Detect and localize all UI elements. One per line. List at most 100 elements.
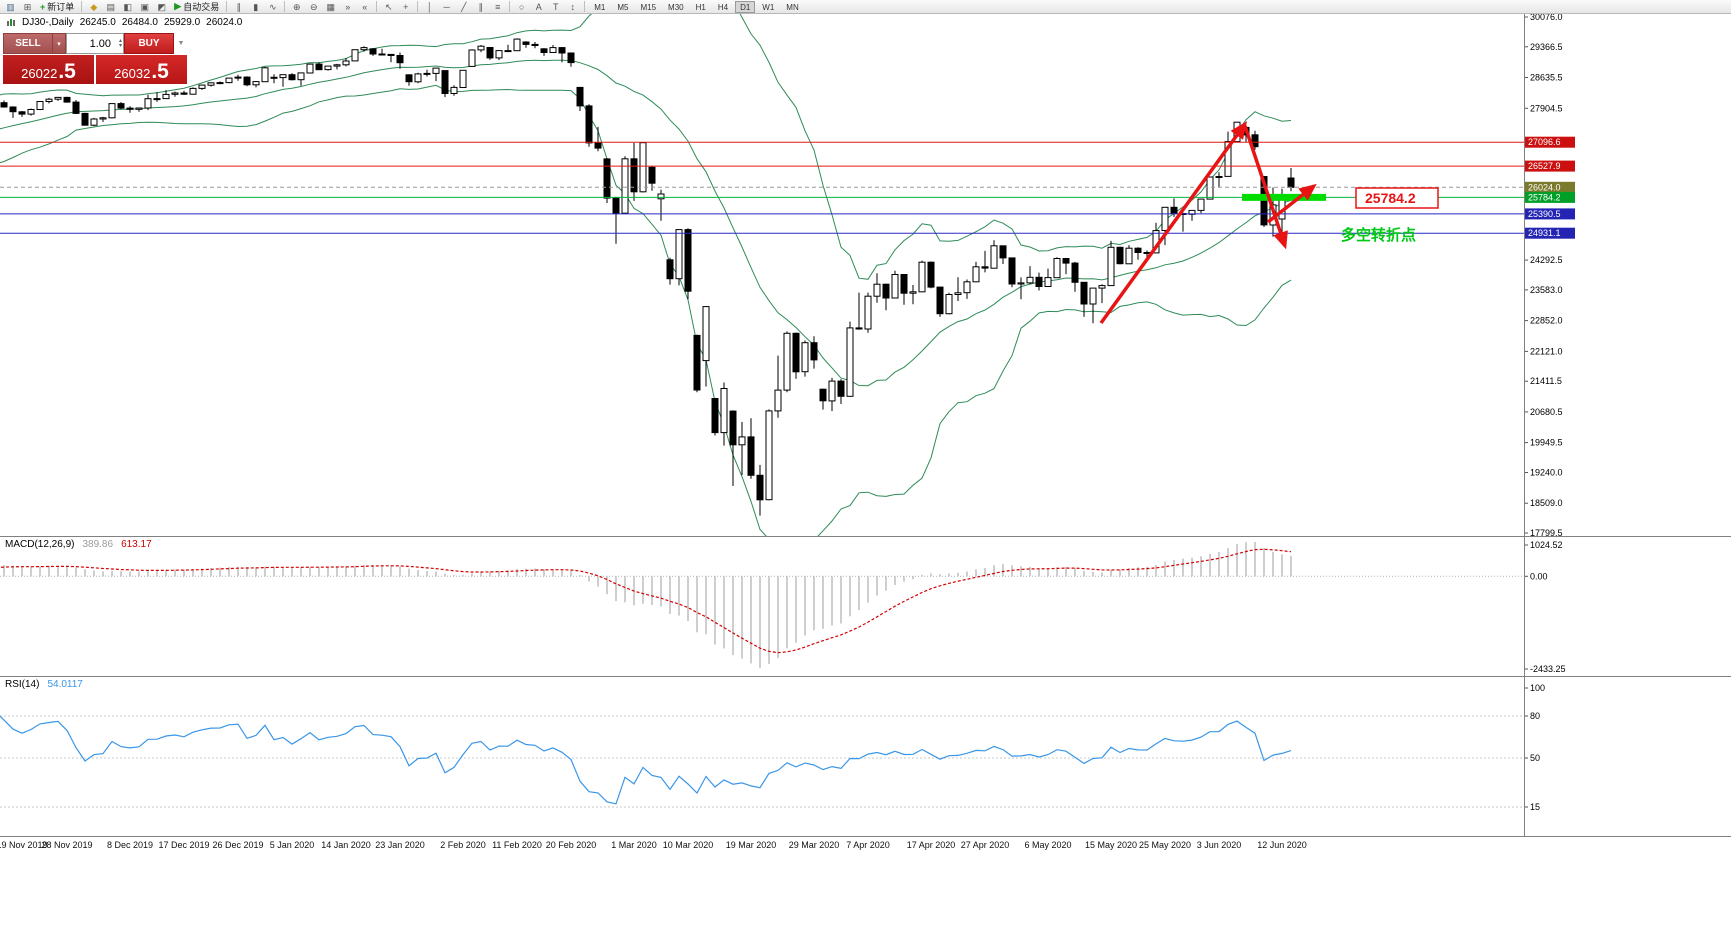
candle	[1035, 276, 1043, 287]
arrows-tool-icon[interactable]: ↕	[570, 1, 575, 12]
y-axis-tick: 28635.5	[1530, 73, 1563, 83]
bollinger-upper-band	[0, 14, 1292, 280]
line-chart-icon[interactable]: ∿	[268, 1, 277, 12]
navigator-icon[interactable]: ◧	[123, 1, 133, 12]
buy-price-display[interactable]: 26032.5	[96, 55, 187, 84]
time-axis[interactable]: 19 Nov 2019 28 Nov 2019 8 Dec 2019 17 Dec 2…	[0, 836, 1731, 854]
timeframe-m30-button[interactable]: M30	[668, 2, 684, 12]
date-label: 10 Mar 2020	[662, 840, 714, 850]
trend-arrow-3[interactable]	[1266, 183, 1317, 224]
sell-price-display[interactable]: 26022.5	[3, 55, 94, 84]
timeframe-mn-button[interactable]: MN	[786, 2, 799, 12]
turning-point-label[interactable]: 多空转折点	[1341, 226, 1416, 244]
timeframe-h4-button[interactable]: H4	[717, 2, 729, 12]
ohlc-high: 26484.0	[121, 17, 158, 28]
timeframe-w1-button[interactable]: W1	[762, 2, 775, 12]
chart-shift-icon[interactable]: «	[362, 1, 368, 12]
timeframe-d1-button[interactable]: D1	[735, 0, 756, 13]
candle	[396, 55, 404, 64]
candle	[90, 118, 98, 126]
candle	[486, 47, 494, 59]
date-label: 11 Feb 2020	[492, 840, 542, 850]
candle	[1143, 252, 1151, 254]
candle	[549, 47, 557, 53]
timeframe-h1-button[interactable]: H1	[695, 2, 706, 12]
order-settings-dropdown[interactable]: ▾	[53, 33, 66, 54]
trend-arrow-2[interactable]	[1243, 125, 1288, 250]
terminal-icon[interactable]: ▣	[140, 1, 150, 12]
text-icon[interactable]: A	[535, 1, 542, 12]
candle	[369, 48, 377, 55]
crosshair-icon[interactable]: +	[403, 1, 409, 12]
data-window-icon[interactable]: ▤	[106, 1, 116, 12]
toolbar-separator	[226, 1, 228, 12]
macd-histogram	[3, 542, 1292, 668]
autotrading-button[interactable]: ▶ 自动交易	[170, 1, 223, 13]
timeframe-m15-button[interactable]: M15	[640, 2, 657, 12]
candle	[540, 48, 548, 53]
macd-panel-canvas[interactable]: 1024.52 0.00 -2433.25	[0, 536, 1731, 676]
y-axis-tick: 22121.0	[1530, 346, 1563, 356]
candle	[936, 286, 944, 315]
candle	[45, 98, 53, 102]
date-label: 14 Jan 2020	[321, 840, 371, 850]
candle	[36, 101, 44, 110]
price-tag-27096.6: 27096.6	[1525, 136, 1575, 148]
candle	[621, 158, 629, 214]
price-callout-label[interactable]: 25784.2	[1355, 187, 1439, 209]
horizontal-line-icon[interactable]: ─	[443, 1, 450, 12]
trendline-icon[interactable]: ╱	[461, 1, 467, 12]
collapse-panel-button[interactable]: ▼	[177, 40, 185, 47]
main-chart-canvas[interactable]: 25784.227096.626527.926024.025784.225390…	[0, 14, 1731, 536]
candle	[504, 50, 512, 53]
volume-up-button[interactable]: ▴	[118, 37, 122, 44]
one-click-trading-panel[interactable]: SELL ▾ 1.00 ▴ ▾ BUY ▼ 26022.5 26032.5	[3, 33, 203, 84]
new-order-button[interactable]: + 新订单	[36, 1, 78, 13]
vertical-line-icon[interactable]: │	[426, 1, 433, 12]
candle	[270, 76, 278, 79]
price-plot[interactable]: 25784.2	[0, 14, 1524, 536]
candle	[261, 67, 269, 83]
bar-chart-icon[interactable]: ∥	[236, 1, 241, 12]
candle	[414, 73, 422, 83]
candle	[972, 266, 980, 283]
candle	[1161, 206, 1169, 232]
cursor-icon[interactable]: ↖	[384, 1, 393, 12]
candle	[117, 103, 125, 109]
market-watch-icon[interactable]: ◆	[90, 1, 98, 12]
volume-value: 1.00	[89, 37, 111, 50]
candle	[1116, 246, 1124, 265]
buy-button[interactable]: BUY	[124, 33, 174, 54]
candle	[180, 92, 188, 95]
candle	[945, 294, 953, 315]
toolbar-separator	[584, 1, 586, 12]
chart-window-icon[interactable]: ▥	[6, 1, 15, 12]
candle	[918, 261, 926, 293]
shapes-icon[interactable]: ○	[519, 1, 525, 12]
text-label-icon[interactable]: T	[552, 1, 559, 12]
new-chart-icon[interactable]: ⊞	[23, 1, 32, 12]
volume-input[interactable]: 1.00 ▴ ▾	[66, 33, 124, 54]
candle	[297, 72, 305, 81]
candle	[963, 281, 971, 294]
channel-icon[interactable]: ∥	[478, 1, 483, 12]
candle	[576, 86, 584, 107]
fibonacci-icon[interactable]: ≡	[495, 1, 501, 12]
strategy-tester-icon[interactable]: ◩	[157, 1, 167, 12]
rsi-panel-canvas[interactable]: 100 80 50 15	[0, 676, 1731, 836]
trend-arrow-1[interactable]	[1099, 121, 1248, 325]
macd-signal-value: 613.17	[121, 539, 152, 550]
date-label: 1 Mar 2020	[611, 840, 657, 850]
timeframe-m1-button[interactable]: M1	[594, 2, 606, 12]
auto-scroll-icon[interactable]: »	[345, 1, 351, 12]
candle	[306, 63, 314, 74]
candle	[999, 245, 1007, 259]
candlestick-chart-icon[interactable]: ▮	[253, 1, 259, 12]
volume-down-button[interactable]: ▾	[118, 42, 122, 49]
sell-button[interactable]: SELL	[3, 33, 53, 54]
tile-windows-icon[interactable]: ▦	[326, 1, 335, 12]
zoom-out-icon[interactable]: ⊖	[309, 1, 318, 12]
timeframe-m5-button[interactable]: M5	[617, 2, 629, 12]
candle	[18, 111, 26, 115]
zoom-in-icon[interactable]: ⊕	[292, 1, 301, 12]
